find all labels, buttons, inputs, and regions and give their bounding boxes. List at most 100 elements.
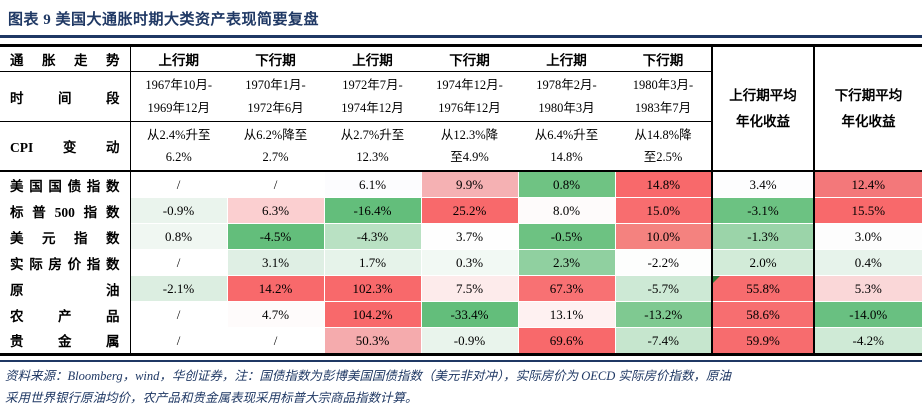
- table-cell: 6.3%: [226, 197, 325, 224]
- trend-header-row: 通胀走势 上行期 下行期 上行期 下行期 上行期 下行期 上行期平均 年化收益 …: [0, 44, 922, 172]
- table-cell: -0.5%: [517, 223, 616, 250]
- table-cell: 10.0%: [614, 223, 713, 250]
- table-cell: 14.2%: [226, 275, 325, 302]
- table-cell: -16.4%: [323, 197, 422, 224]
- table-cell: 3.0%: [813, 223, 922, 250]
- cpi-header-label: CPI变动: [0, 121, 131, 172]
- table-cell: 4.7%: [226, 301, 325, 328]
- time-range: 1970年1月- 1972年6月: [227, 71, 324, 122]
- trend-header-label: 通胀走势: [0, 44, 131, 72]
- table-row-crude-oil: 原油 -2.1% 14.2% 102.3% 7.5% 67.3% -5.7% 5…: [0, 275, 922, 302]
- table-cell: -3.1%: [711, 197, 815, 224]
- time-range: 1972年7月- 1974年12月: [324, 71, 421, 122]
- avg-down-header: 下行期平均 年化收益: [813, 44, 922, 172]
- table-cell: 59.9%: [711, 327, 815, 356]
- cpi-change: 从2.4%升至 6.2%: [130, 121, 227, 172]
- table-cell: 7.5%: [420, 275, 519, 302]
- cpi-header-row: CPI变动 从2.4%升至 6.2% 从6.2%降至 2.7% 从2.7%升至 …: [0, 121, 922, 172]
- cpi-change: 从6.4%升至 14.8%: [518, 121, 615, 172]
- cpi-change: 从2.7%升至 12.3%: [324, 121, 421, 172]
- table-cell: -33.4%: [420, 301, 519, 328]
- table-cell: 9.9%: [420, 170, 519, 198]
- table-cell: 5.3%: [813, 275, 922, 302]
- period-type: 下行期: [227, 44, 324, 72]
- avg-up-header: 上行期平均 年化收益: [711, 44, 814, 172]
- table-cell: -4.3%: [323, 223, 422, 250]
- table-cell: -13.2%: [614, 301, 713, 328]
- source-footnote-line2: 采用世界银行原油均价，农产品和贵金属表现采用标普大宗商品指数计算。: [5, 390, 418, 405]
- table-cell: 3.7%: [420, 223, 519, 250]
- table-cell: -0.9%: [129, 197, 228, 224]
- table-cell-with-comment-marker: 55.8%: [711, 275, 815, 302]
- table-cell: /: [129, 170, 228, 198]
- row-label: 美元指数: [0, 223, 131, 250]
- table-cell: -7.4%: [614, 327, 713, 356]
- table-cell: 6.1%: [323, 170, 422, 198]
- table-cell: /: [129, 301, 228, 328]
- table-row-agricultural-products: 农产品 / 4.7% 104.2% -33.4% 13.1% -13.2% 58…: [0, 301, 922, 328]
- table-cell: 104.2%: [323, 301, 422, 328]
- table-cell: 0.3%: [420, 249, 519, 276]
- table-row-sp500-index: 标普500指数 -0.9% 6.3% -16.4% 25.2% 8.0% 15.…: [0, 197, 922, 224]
- title-underline: [0, 35, 922, 38]
- period-type: 下行期: [421, 44, 518, 72]
- table-cell: -0.9%: [420, 327, 519, 356]
- table-cell: -2.2%: [614, 249, 713, 276]
- table-cell: /: [129, 327, 228, 356]
- table-cell: 67.3%: [517, 275, 616, 302]
- table-cell: 25.2%: [420, 197, 519, 224]
- row-label: 标普500指数: [0, 197, 131, 224]
- source-footnote: 资料来源：Bloomberg，wind，华创证券，注：国债指数为彭博美国国债指数…: [0, 360, 922, 410]
- period-type: 下行期: [615, 44, 712, 72]
- table-row-precious-metals: 贵金属 / / 50.3% -0.9% 69.6% -7.4% 59.9% -4…: [0, 327, 922, 356]
- source-footnote-line1: 资料来源：Bloomberg，wind，华创证券，注：国债指数为彭博美国国债指数…: [5, 369, 731, 383]
- table-cell: -5.7%: [614, 275, 713, 302]
- time-range: 1967年10月- 1969年12月: [130, 71, 227, 122]
- time-range: 1980年3月- 1983年7月: [615, 71, 712, 122]
- table-cell: 0.8%: [129, 223, 228, 250]
- period-type: 上行期: [324, 44, 421, 72]
- table-cell: 15.5%: [813, 197, 922, 224]
- table-row-real-house-price-index: 实际房价指数 / 3.1% 1.7% 0.3% 2.3% -2.2% 2.0% …: [0, 249, 922, 276]
- asset-performance-table: 通胀走势 上行期 下行期 上行期 下行期 上行期 下行期 上行期平均 年化收益 …: [0, 44, 922, 356]
- table-row-dollar-index: 美元指数 0.8% -4.5% -4.3% 3.7% -0.5% 10.0% -…: [0, 223, 922, 250]
- time-header-label: 时间段: [0, 71, 131, 122]
- table-cell: 15.0%: [614, 197, 713, 224]
- period-type: 上行期: [518, 44, 615, 72]
- table-cell: /: [226, 327, 325, 356]
- table-cell: 2.0%: [711, 249, 815, 276]
- time-range: 1978年2月- 1980年3月: [518, 71, 615, 122]
- table-cell: 3.4%: [711, 170, 815, 198]
- table-cell: 12.4%: [813, 170, 922, 198]
- table-cell: /: [129, 249, 228, 276]
- row-label: 原油: [0, 275, 131, 302]
- table-cell: 50.3%: [323, 327, 422, 356]
- cpi-change: 从6.2%降至 2.7%: [227, 121, 324, 172]
- table-row-us-treasury-index: 美国国债指数 / / 6.1% 9.9% 0.8% 14.8% 3.4% 12.…: [0, 170, 922, 198]
- table-cell: 3.1%: [226, 249, 325, 276]
- table-cell: 0.4%: [813, 249, 922, 276]
- table-cell: /: [226, 170, 325, 198]
- table-cell: 2.3%: [517, 249, 616, 276]
- table-cell: 14.8%: [614, 170, 713, 198]
- table-cell: -4.2%: [813, 327, 922, 356]
- table-cell: -14.0%: [813, 301, 922, 328]
- table-cell: -1.3%: [711, 223, 815, 250]
- table-cell: 69.6%: [517, 327, 616, 356]
- row-label: 实际房价指数: [0, 249, 131, 276]
- row-label: 美国国债指数: [0, 171, 131, 198]
- row-label: 农产品: [0, 301, 131, 328]
- table-cell: -2.1%: [129, 275, 228, 302]
- table-cell: 8.0%: [517, 197, 616, 224]
- cpi-change: 从14.8%降 至2.5%: [615, 121, 712, 172]
- row-label: 贵金属: [0, 327, 131, 356]
- table-cell: 1.7%: [323, 249, 422, 276]
- table-cell: -4.5%: [226, 223, 325, 250]
- table-cell: 0.8%: [517, 170, 616, 198]
- table-cell: 58.6%: [711, 301, 815, 328]
- table-cell: 13.1%: [517, 301, 616, 328]
- table-cell: 102.3%: [323, 275, 422, 302]
- figure-title: 图表 9 美国大通胀时期大类资产表现简要复盘: [8, 12, 320, 28]
- period-type: 上行期: [130, 44, 227, 72]
- time-header-row: 时间段 1967年10月- 1969年12月 1970年1月- 1972年6月 …: [0, 71, 922, 122]
